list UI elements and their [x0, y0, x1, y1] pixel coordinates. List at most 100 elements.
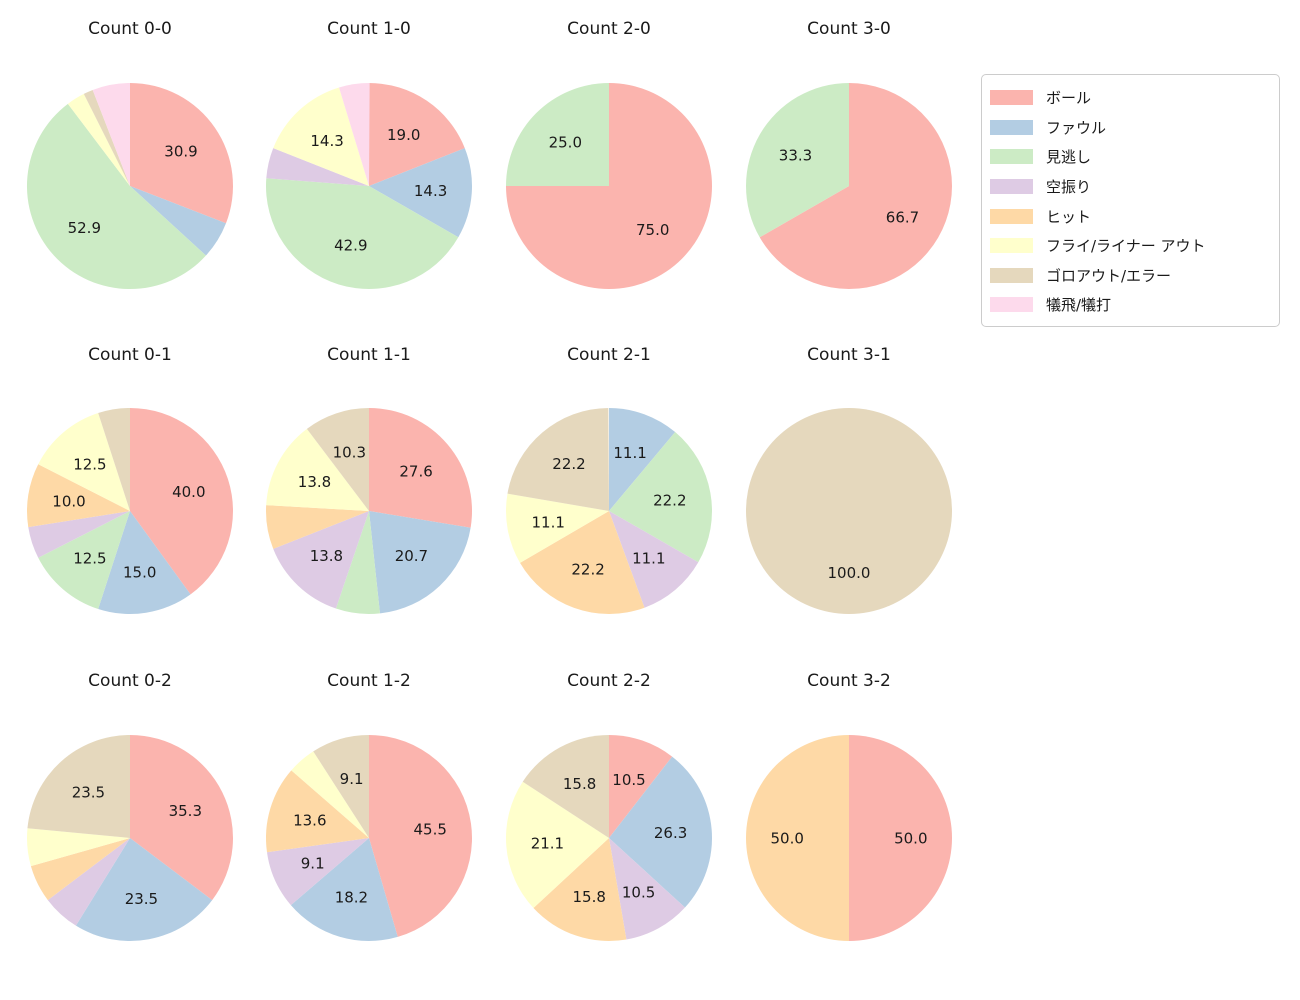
- legend-label: 犠飛/犠打: [1046, 296, 1112, 315]
- pie-slice: [759, 83, 953, 289]
- legend-item: 犠飛/犠打: [990, 290, 1279, 320]
- pie-slice: [507, 408, 609, 511]
- pie-slice: [849, 735, 952, 941]
- pie-slice: [266, 148, 369, 186]
- legend-item: 見逃し: [990, 142, 1279, 172]
- pie-slice: [92, 83, 130, 186]
- pie-slice: [273, 511, 369, 609]
- legend-color-swatch: [990, 238, 1033, 254]
- pie-slice: [130, 83, 233, 224]
- chart-title: Count 2-1: [567, 345, 651, 365]
- pie-chart: 10.5 26.3 10.5 15.8 21.1 15.8: [505, 735, 713, 942]
- legend-label: ファウル: [1046, 118, 1107, 137]
- pie-slice: [369, 83, 465, 186]
- pie-slice-percentage-label: 33.3: [779, 146, 812, 164]
- pie-slice-percentage-label: 20.7: [395, 547, 428, 565]
- legend-color-swatch: [990, 267, 1033, 283]
- pie-slice: [266, 428, 369, 511]
- pie-slice: [505, 781, 609, 909]
- pie-slice: [746, 83, 849, 238]
- pie-chart: 66.7 33.3: [746, 83, 953, 289]
- pie-slice-percentage-label: 22.2: [552, 455, 585, 473]
- legend-color-swatch: [990, 90, 1033, 106]
- pie-slice-percentage-label: 21.1: [531, 834, 564, 852]
- legend-label: フライ/ライナー アウト: [1046, 237, 1206, 256]
- pie-slice-percentage-label: 10.5: [612, 771, 645, 789]
- pie-slice: [67, 93, 130, 186]
- pie-slice-percentage-label: 15.8: [563, 775, 596, 793]
- pie-slice: [266, 838, 369, 906]
- pie-slice: [265, 770, 369, 853]
- pie-slice-percentage-label: 11.1: [531, 513, 564, 531]
- pie-slice: [27, 828, 131, 867]
- legend-color-swatch: [990, 179, 1033, 195]
- pie-slice-percentage-label: 12.5: [73, 455, 106, 473]
- pie-slice: [130, 735, 233, 901]
- legend-label: ボール: [1046, 89, 1092, 108]
- legend-item: 空振り: [990, 172, 1279, 202]
- pie-slice: [369, 408, 473, 528]
- pie-slice: [609, 756, 713, 908]
- pie-chart: 100.0: [746, 408, 952, 614]
- pie-slice-percentage-label: 26.3: [654, 824, 687, 842]
- pie-slice: [609, 432, 712, 563]
- pie-slice: [609, 838, 685, 940]
- pie-slice-percentage-label: 13.8: [298, 473, 331, 491]
- pie-slice: [506, 493, 609, 563]
- legend-label: ゴロアウト/エラー: [1046, 266, 1172, 285]
- pie-chart: 19.0 14.3 42.9 14.3: [265, 82, 473, 290]
- pie-slice: [369, 735, 473, 937]
- pie-slice-percentage-label: 50.0: [894, 829, 927, 847]
- pie-chart: 30.9 52.9: [26, 83, 233, 290]
- pie-slice-percentage-label: 15.0: [123, 563, 156, 581]
- pie-slice: [265, 505, 369, 549]
- pie-slice: [369, 511, 471, 614]
- pie-slice-percentage-label: 66.7: [886, 208, 919, 226]
- chart-title: Count 3-2: [807, 671, 891, 691]
- chart-title: Count 0-1: [88, 345, 172, 365]
- pie-slice: [30, 838, 130, 901]
- pie-slice: [265, 178, 459, 290]
- pie-chart: 40.0 15.0 12.5 10.0 12.5: [27, 408, 233, 615]
- pie-slice: [746, 735, 849, 941]
- legend-item: ファウル: [990, 113, 1279, 143]
- pie-slice-percentage-label: 27.6: [399, 462, 432, 480]
- pie-slice: [313, 734, 369, 838]
- pie-slice-percentage-label: 11.1: [632, 549, 665, 567]
- pie-slice: [306, 408, 369, 511]
- pie-slice-percentage-label: 23.5: [72, 784, 105, 802]
- legend-item: ボール: [990, 83, 1279, 113]
- pie-slice-percentage-label: 14.3: [310, 132, 343, 150]
- legend-item: ゴロアウト/エラー: [990, 261, 1279, 291]
- chart-title: Count 1-2: [327, 671, 411, 691]
- legend-label: 見逃し: [1046, 148, 1092, 167]
- pie-slice-percentage-label: 9.1: [301, 855, 325, 873]
- pie-slice: [609, 735, 673, 838]
- pie-slice-percentage-label: 9.1: [340, 770, 364, 788]
- pie-slice-percentage-label: 50.0: [770, 829, 803, 847]
- pie-slice: [38, 511, 131, 609]
- pie-chart: 35.3 23.5 23.5: [27, 735, 233, 941]
- pie-slice: [27, 464, 130, 528]
- pie-slice-percentage-label: 30.9: [164, 142, 197, 160]
- pie-slice: [130, 408, 233, 595]
- pie-slice: [522, 735, 609, 838]
- pie-slice: [83, 90, 130, 186]
- pie-slice-percentage-label: 100.0: [828, 564, 871, 582]
- pie-slice-percentage-label: 45.5: [413, 821, 446, 839]
- pie-slice-percentage-label: 10.0: [52, 493, 85, 511]
- pie-slice: [520, 511, 645, 614]
- pie-slice: [506, 83, 609, 186]
- pie-slice: [335, 511, 380, 614]
- pie-slice-percentage-label: 22.2: [571, 560, 604, 578]
- pie-slice-percentage-label: 10.3: [333, 444, 366, 462]
- chart-title: Count 3-1: [807, 345, 891, 365]
- pie-slice-percentage-label: 12.5: [73, 549, 106, 567]
- pie-chart: 11.1 22.2 11.1 22.2 11.1 22.2: [506, 408, 712, 614]
- pie-slice-percentage-label: 22.2: [653, 491, 686, 509]
- pie-slice: [38, 413, 131, 511]
- pie-slice: [75, 838, 213, 941]
- pie-slice-percentage-label: 25.0: [549, 134, 582, 152]
- pie-slice: [339, 82, 370, 186]
